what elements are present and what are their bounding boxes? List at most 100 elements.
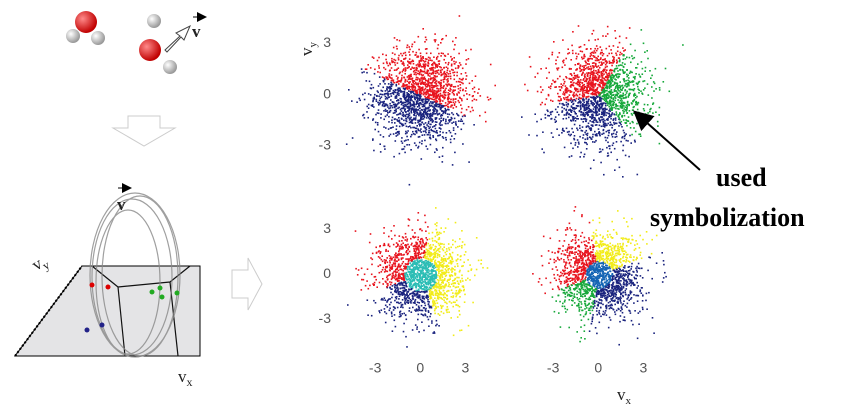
scatter-point — [419, 72, 421, 74]
scatter-point — [384, 78, 386, 80]
scatter-point — [400, 273, 402, 275]
scatter-point — [456, 290, 458, 292]
scatter-point — [609, 110, 611, 112]
scatter-point — [424, 78, 426, 80]
scatter-point — [595, 60, 597, 62]
scatter-point — [396, 261, 398, 263]
scatter-point — [434, 95, 436, 97]
scatter-point — [606, 48, 608, 50]
scatter-point — [395, 273, 397, 275]
scatter-point — [453, 86, 455, 88]
scatter-point — [440, 72, 442, 74]
scatter-point — [596, 121, 598, 123]
scatter-point — [616, 74, 618, 76]
scatter-point — [402, 55, 404, 57]
scatter-point — [590, 83, 592, 85]
scatter-point — [443, 98, 445, 100]
scatter-point — [605, 115, 607, 117]
scatter-point — [429, 264, 431, 266]
scatter-point — [432, 73, 434, 75]
scatter-point — [376, 286, 378, 288]
scatter-point — [412, 229, 414, 231]
scatter-point — [415, 127, 417, 129]
scatter-point — [583, 89, 585, 91]
scatter-point — [414, 74, 416, 76]
scatter-point — [588, 84, 590, 86]
scatter-point — [622, 69, 624, 71]
scatter-point — [605, 105, 607, 107]
scatter-point — [413, 101, 415, 103]
scatter-point — [399, 122, 401, 124]
scatter-point — [378, 131, 380, 133]
scatter-point — [445, 113, 447, 115]
axis-sub: x — [187, 375, 193, 389]
scatter-point — [624, 81, 626, 83]
scatter-point — [394, 254, 396, 256]
scatter-point — [455, 296, 457, 298]
scatter-point — [389, 62, 391, 64]
scatter-point — [411, 67, 413, 69]
scatter-point — [577, 79, 579, 81]
scatter-point — [442, 298, 444, 300]
scatter-point — [452, 252, 454, 254]
scatter-point — [611, 127, 613, 129]
scatter-point — [383, 63, 385, 65]
scatter-point — [581, 112, 583, 114]
scatter-point — [577, 74, 579, 76]
scatter-point — [480, 263, 482, 265]
scatter-point — [453, 57, 455, 59]
scatter-point — [472, 110, 474, 112]
scatter-point — [439, 83, 441, 85]
scatter-point — [578, 142, 580, 144]
scatter-point — [437, 257, 439, 259]
scatter-point — [621, 116, 623, 118]
scatter-point — [421, 230, 423, 232]
scatter-point — [451, 296, 453, 298]
scatter-point — [449, 93, 451, 95]
scatter-point — [582, 85, 584, 87]
scatter-point — [564, 99, 566, 101]
scatter-point — [651, 97, 653, 99]
scatter-point — [414, 290, 416, 292]
scatter-point — [408, 117, 410, 119]
scatter-point — [447, 116, 449, 118]
scatter-point — [453, 94, 455, 96]
scatter-point — [449, 130, 451, 132]
scatter-point — [385, 105, 387, 107]
scatter-point — [454, 302, 456, 304]
scatter-point — [562, 93, 564, 95]
scatter-point — [370, 67, 372, 69]
scatter-point — [414, 134, 416, 136]
scatter-point — [606, 147, 608, 149]
scatter-point — [613, 142, 615, 144]
scatter-point — [583, 55, 585, 57]
scatter-point — [399, 277, 401, 279]
scatter-point — [449, 301, 451, 303]
scatter-point — [440, 270, 442, 272]
scatter-point — [399, 313, 401, 315]
scatter-point — [440, 90, 442, 92]
scatter-point — [410, 149, 412, 151]
scatter-point — [455, 133, 457, 135]
scatter-point — [439, 232, 441, 234]
scatter-point — [424, 134, 426, 136]
scatter-point — [602, 55, 604, 57]
scatter-point — [392, 52, 394, 54]
scatter-point — [415, 83, 417, 85]
scatter-point — [383, 245, 385, 247]
scatter-point — [621, 104, 623, 106]
scatter-point — [621, 65, 623, 67]
scatter-point — [445, 139, 447, 141]
scatter-point — [615, 114, 617, 116]
scatter-point — [413, 270, 415, 272]
scatter-point — [416, 130, 418, 132]
scatter-point — [407, 94, 409, 96]
scatter-point — [659, 89, 661, 91]
scatter-point — [593, 98, 595, 100]
scatter-point — [575, 120, 577, 122]
scatter-point — [571, 106, 573, 108]
scatter-point — [381, 94, 383, 96]
scatter-point — [494, 85, 496, 87]
scatter-point — [595, 109, 597, 111]
scatter-point — [408, 46, 410, 48]
